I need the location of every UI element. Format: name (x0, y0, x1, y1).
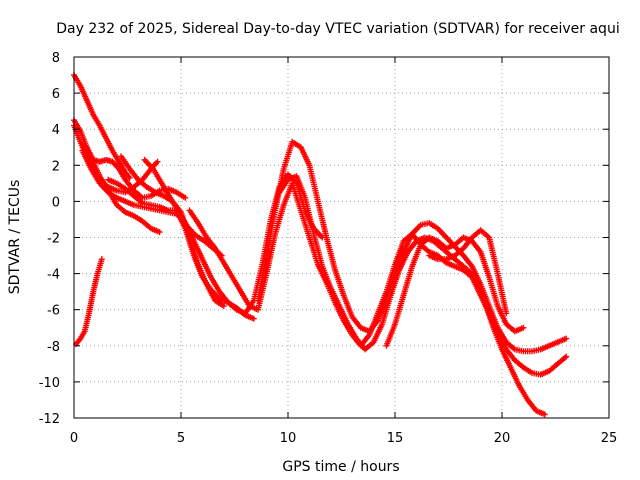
y-tick-label: 4 (52, 123, 60, 138)
chart-title: Day 232 of 2025, Sidereal Day-to-day VTE… (56, 21, 619, 37)
x-tick-label: 15 (387, 431, 404, 446)
grid-lines (74, 57, 609, 418)
y-tick-label: -10 (39, 376, 60, 391)
y-tick-label: 6 (52, 87, 60, 102)
data-point (126, 174, 133, 181)
y-tick-label: 0 (52, 195, 60, 210)
series-sat-l (383, 234, 527, 349)
data-point (182, 194, 189, 201)
y-tick-label: 2 (52, 159, 60, 174)
series-sat-k (276, 173, 548, 418)
x-tick-label: 0 (70, 431, 78, 446)
y-tick-label: -12 (39, 412, 60, 427)
series-sat-m (426, 227, 510, 317)
data-point (98, 256, 105, 263)
data-point (541, 411, 548, 418)
x-tick-label: 20 (494, 431, 511, 446)
data-point (563, 335, 570, 342)
data-point (520, 324, 527, 331)
data-points (71, 72, 570, 418)
series-sat-g (118, 153, 227, 310)
series-sat-n (73, 256, 105, 347)
data-point (503, 310, 510, 317)
series-sat-a (71, 72, 133, 181)
y-tick-label: -6 (47, 304, 60, 319)
data-point (156, 229, 163, 236)
x-axis-label: GPS time / hours (282, 459, 399, 475)
x-tick-label: 25 (601, 431, 618, 446)
x-tick-label: 5 (177, 431, 185, 446)
data-point (220, 303, 227, 310)
y-tick-label: -8 (47, 340, 60, 355)
y-tick-label: -2 (47, 232, 60, 247)
data-point (563, 353, 570, 360)
x-tick-label: 10 (280, 431, 297, 446)
data-point (154, 158, 161, 165)
y-tick-label: 8 (52, 51, 60, 66)
series-sat-j (255, 138, 570, 355)
axis-ticks: 0 5 10 15 20 25 -12 -10 -8 -6 -4 -2 0 2 4 6 8 (39, 51, 618, 446)
y-tick-label: -4 (47, 268, 60, 283)
data-point (250, 315, 257, 322)
y-axis-label: SDTVAR / TECUs (7, 180, 23, 295)
